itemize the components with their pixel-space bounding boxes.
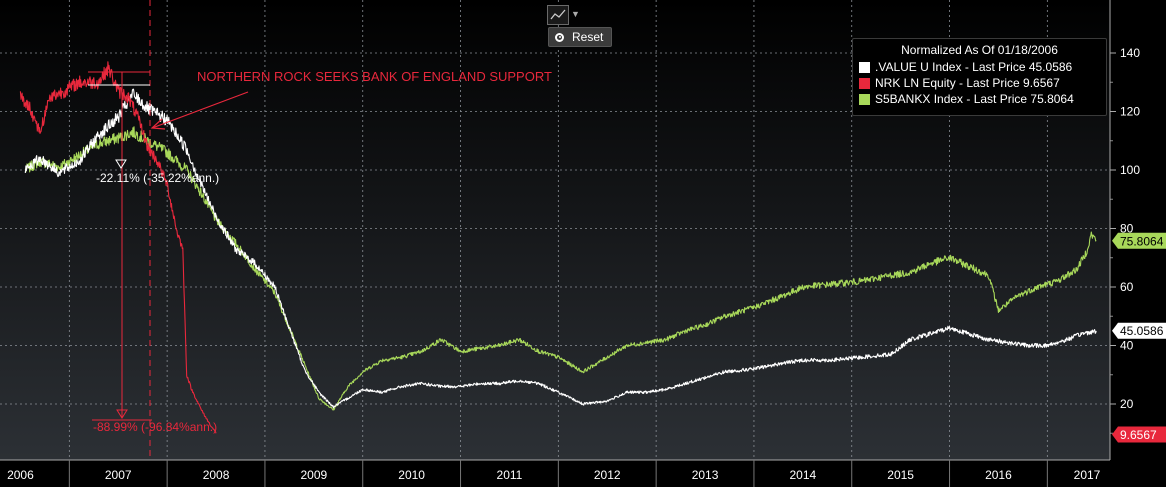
last-price-tag: 75.8064 [1112,232,1166,249]
headline-pointer-head [150,118,166,130]
last-price-tag: 45.0586 [1112,322,1166,339]
legend-label: .VALUE U Index - Last Price 45.0586 [875,60,1073,74]
x-tick-label: 2010 [398,468,425,482]
legend-swatch [859,61,870,73]
reset-label: Reset [572,30,604,44]
x-tick-label: 2006 [7,468,34,482]
legend-entry: .VALUE U Index - Last Price 45.0586 [859,59,1100,75]
last-price-label: 45.0586 [1120,324,1164,338]
series-layer [19,61,1097,434]
x-tick-label: 2007 [105,468,132,482]
last-price-label: 75.8064 [1120,234,1164,248]
x-tick-label: 2012 [594,468,621,482]
x-tick-label: 2013 [692,468,719,482]
legend-entry: NRK LN Equity - Last Price 9.6567 [859,75,1100,91]
y-tick-label: 20 [1120,397,1134,411]
legend-entry: S5BANKX Index - Last Price 75.8064 [859,91,1100,107]
white-drop-label: -22.11% (-35.22%ann.) [96,171,219,185]
series-line [24,126,1097,411]
last-price-tag-bg [1112,232,1166,249]
chart-type-button[interactable] [547,5,569,25]
x-tick-label: 2017 [1074,468,1101,482]
series-line [19,61,217,434]
legend: Normalized As Of 01/18/2006 .VALUE U Ind… [852,38,1107,116]
last-price-label: 9.6567 [1120,428,1157,442]
last-price-tag-bg [1112,322,1166,339]
x-tick-label: 2014 [789,468,816,482]
legend-label: S5BANKX Index - Last Price 75.8064 [875,92,1074,106]
x-tick-label: 2008 [203,468,230,482]
red-drop-label: -88.99% (-96.84%ann.) [93,420,217,434]
y-tick-label: 80 [1120,222,1134,236]
x-tick-label: 2016 [985,468,1012,482]
legend-label: NRK LN Equity - Last Price 9.6567 [875,76,1060,90]
last-price-tag-bg [1112,426,1166,443]
y-tick-label: 40 [1120,339,1134,353]
last-price-tag: 9.6567 [1112,426,1166,443]
annotation-layer: NORTHERN ROCK SEEKS BANK OF ENGLAND SUPP… [88,0,552,460]
reset-button[interactable]: Reset [548,27,612,47]
x-tick-label: 2011 [497,468,523,482]
y-tick-label: 100 [1120,163,1140,177]
series-line [24,88,1097,409]
x-axis-band [0,460,1166,487]
headline-annotation: NORTHERN ROCK SEEKS BANK OF ENGLAND SUPP… [197,69,552,84]
x-tick-label: 2015 [887,468,914,482]
legend-swatch [859,93,870,105]
reset-icon [555,32,564,42]
white-drop-arrow [115,159,127,169]
red-drop-arrow [116,409,128,419]
y-tick-label: 120 [1120,105,1140,119]
y-tick-label: 140 [1120,46,1140,60]
legend-title: Normalized As Of 01/18/2006 [901,43,1058,57]
line-chart-icon [550,9,566,20]
legend-swatch [859,77,870,89]
x-tick-label: 2009 [300,468,327,482]
headline-pointer [151,91,249,129]
chevron-down-icon[interactable]: ▼ [571,9,580,19]
y-tick-label: 60 [1120,280,1134,294]
